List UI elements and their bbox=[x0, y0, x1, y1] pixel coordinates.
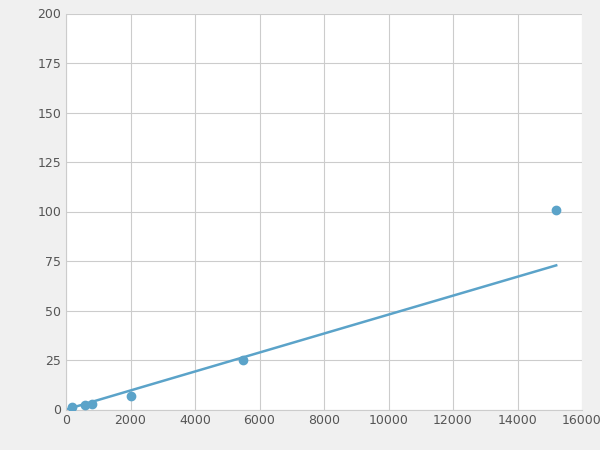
Point bbox=[551, 206, 561, 213]
Point bbox=[80, 401, 90, 408]
Point bbox=[87, 400, 97, 407]
Point bbox=[126, 392, 136, 399]
Point bbox=[239, 356, 248, 364]
Point bbox=[68, 403, 77, 410]
